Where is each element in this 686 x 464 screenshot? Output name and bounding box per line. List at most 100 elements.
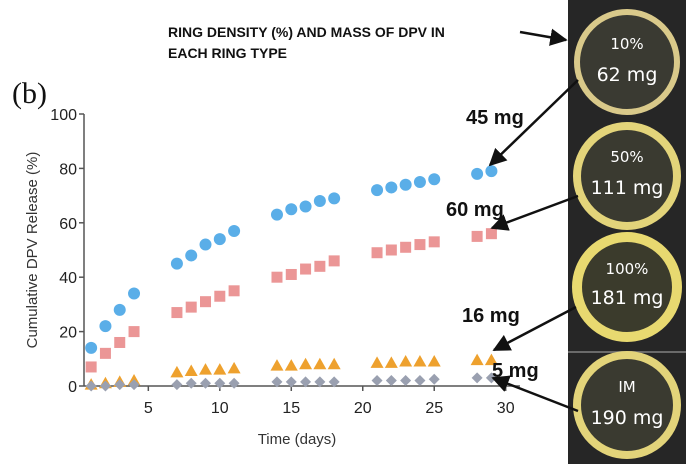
data-point-series-3 [384, 356, 398, 368]
data-point-series-2 [285, 268, 297, 280]
ring-50-percent-ring [573, 122, 681, 230]
data-point-series-2 [185, 301, 197, 313]
data-point-series-1 [299, 200, 312, 213]
release-chart: 0 20 40 60 80 100 5 10 15 20 25 30 Cumulative DPV … [24, 107, 520, 448]
data-point-series-3 [270, 359, 284, 371]
data-point-series-2 [371, 247, 383, 259]
data-point-series-1 [313, 195, 326, 208]
release-label-5mg: 5 mg [492, 360, 539, 382]
data-point-series-1 [413, 176, 426, 188]
data-point-series-3 [284, 359, 298, 371]
annotations: 45 mg 60 mg 16 mg 5 mg [446, 79, 579, 413]
data-point-series-4 [228, 377, 240, 389]
ring-10-percent-mass: 62 mg [597, 64, 658, 86]
data-point-series-2 [485, 228, 497, 240]
data-point-series-1 [385, 181, 398, 194]
data-point-series-4 [85, 380, 97, 392]
data-point-series-4 [471, 372, 483, 384]
data-point-series-3 [170, 365, 184, 378]
data-point-series-4 [99, 380, 111, 392]
data-point-series-4 [128, 379, 140, 391]
data-point-series-1 [485, 165, 498, 178]
data-point-series-4 [385, 375, 397, 387]
data-point-series-1 [170, 257, 183, 270]
data-point-series-4 [371, 375, 383, 387]
data-point-series-1 [228, 224, 241, 237]
arrow-5mg [491, 375, 579, 413]
data-point-series-3 [427, 355, 441, 367]
x-axis-label: Time (days) [258, 431, 337, 448]
data-point-series-1 [285, 203, 298, 216]
data-point-series-2 [228, 285, 240, 297]
data-point-series-4 [285, 376, 297, 388]
data-point-series-4 [214, 377, 226, 389]
ring-im-density: IM [618, 378, 635, 396]
panel-label: (b) [12, 77, 47, 110]
data-point-series-1 [99, 320, 112, 333]
data-point-series-1 [185, 249, 198, 262]
x-tick-label: 10 [211, 400, 229, 417]
data-point-series-1 [270, 208, 283, 221]
data-point-series-2 [385, 244, 397, 256]
y-tick-label: 60 [59, 216, 77, 233]
data-point-series-4 [400, 375, 412, 387]
data-point-series-4 [328, 376, 340, 388]
data-point-series-4 [185, 377, 197, 389]
ring-10-percent-density: 10% [610, 35, 643, 53]
data-point-series-4 [200, 377, 212, 389]
ring-50-percent: 50% 111 mg [573, 122, 681, 230]
data-point-series-2 [271, 271, 283, 283]
x-tick-label: 15 [282, 400, 300, 417]
x-tick-label: 5 [144, 400, 153, 417]
data-point-series-3 [227, 361, 241, 374]
data-point-series-3 [470, 353, 484, 366]
data-point-series-2 [471, 230, 483, 242]
release-label-45mg: 45 mg [466, 107, 524, 129]
y-tick-label: 20 [59, 325, 77, 342]
ring-100-percent: 100% 181 mg [572, 232, 682, 342]
y-axis-label: Cumulative DPV Release (%) [24, 152, 41, 349]
ring-100-percent-ring [572, 232, 682, 342]
data-point-series-1 [428, 173, 441, 186]
data-marks [84, 165, 498, 392]
x-tick-label: 20 [354, 400, 372, 417]
data-point-series-1 [113, 303, 126, 316]
data-point-series-2 [128, 326, 140, 338]
data-point-series-2 [314, 260, 326, 272]
data-point-series-1 [371, 184, 384, 197]
release-label-60mg: 60 mg [446, 199, 504, 221]
data-point-series-1 [128, 287, 141, 300]
y-tick-label: 80 [59, 161, 77, 178]
data-point-series-2 [171, 307, 183, 319]
data-point-series-3 [184, 364, 198, 377]
ring-im: IM 190 mg [573, 351, 681, 459]
release-label-16mg: 16 mg [462, 305, 520, 327]
data-point-series-1 [213, 233, 226, 246]
ring-50-percent-mass: 111 mg [591, 177, 664, 199]
data-point-series-3 [199, 363, 213, 375]
ring-10-percent-ring [574, 9, 680, 115]
data-point-series-3 [370, 356, 384, 368]
data-point-series-2 [400, 241, 412, 253]
ring-panel: 10% 62 mg 50% 111 mg 100% 181 mg IM 190 … [568, 0, 686, 464]
ring-im-ring [573, 351, 681, 459]
data-point-series-4 [428, 373, 440, 385]
header-line-2: EACH RING TYPE [168, 45, 287, 61]
data-point-series-2 [328, 255, 340, 267]
data-point-series-1 [85, 341, 98, 354]
data-point-series-2 [428, 236, 440, 248]
ring-50-percent-density: 50% [610, 148, 643, 166]
data-point-series-3 [413, 355, 427, 367]
arrow-60mg [490, 194, 579, 231]
arrow-45mg [488, 79, 579, 167]
ring-im-mass: 190 mg [591, 407, 664, 429]
arrow-16mg [492, 305, 577, 352]
data-point-series-2 [414, 239, 426, 251]
data-point-series-3 [399, 355, 413, 367]
data-point-series-3 [213, 363, 227, 375]
data-point-series-2 [300, 263, 312, 275]
data-point-series-4 [300, 376, 312, 388]
data-point-series-2 [85, 361, 97, 373]
data-point-series-1 [471, 167, 484, 180]
data-point-series-1 [199, 238, 212, 251]
